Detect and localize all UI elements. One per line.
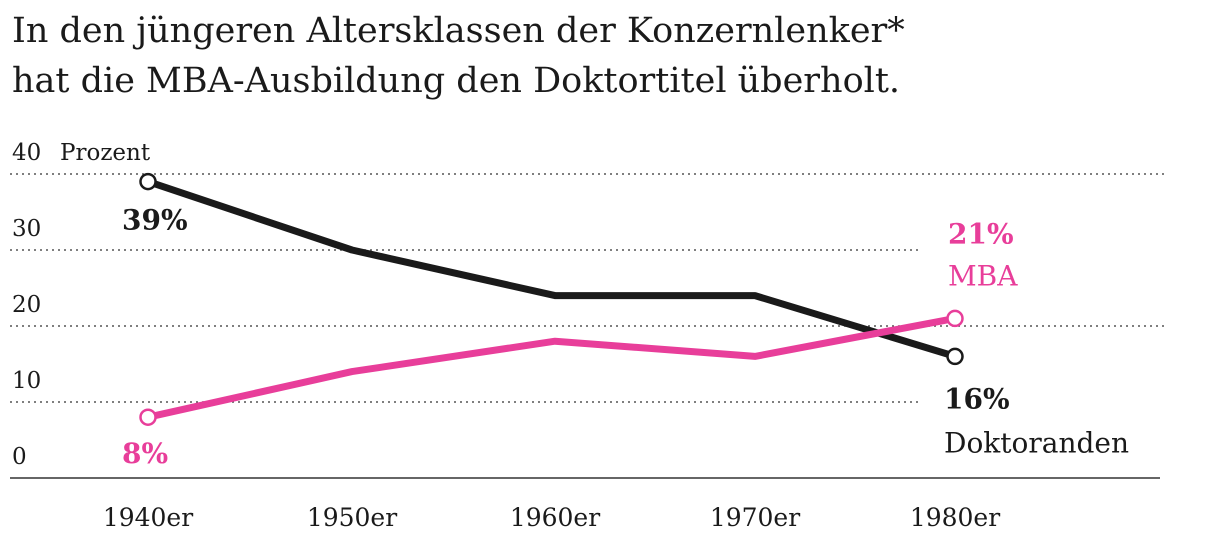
x-tick-label: 1980er xyxy=(910,503,1000,532)
x-tick-label: 1970er xyxy=(710,503,800,532)
y-tick-label: 20 xyxy=(12,292,41,318)
series-lines xyxy=(146,178,957,421)
y-axis-label: Prozent xyxy=(60,140,151,166)
chart-title-line-1: In den jüngeren Altersklassen der Konzer… xyxy=(12,11,905,51)
x-tick-label: 1950er xyxy=(307,503,397,532)
data-point-doktoranden xyxy=(946,347,964,366)
chart-title: In den jüngeren Altersklassen der Konzer… xyxy=(12,6,905,106)
y-tick-label: 0 xyxy=(12,444,27,470)
chart-title-line-2: hat die MBA-Ausbildung den Doktortitel ü… xyxy=(12,61,901,101)
y-tick-label: 40 xyxy=(12,140,41,166)
doktoranden-end-label: 16% xyxy=(944,382,1010,415)
mba-series-name: MBA xyxy=(948,259,1018,292)
data-labels: 39% 16% Doktoranden 8% 21% MBA xyxy=(122,204,1129,471)
y-axis-ticks: 40 30 20 10 0 xyxy=(12,140,41,470)
doktoranden-series-name: Doktoranden xyxy=(944,426,1129,459)
data-point-mba xyxy=(946,309,964,328)
doktoranden-start-label: 39% xyxy=(122,204,188,237)
x-tick-label: 1960er xyxy=(510,503,600,532)
series-line-mba xyxy=(147,314,956,421)
data-point-doktoranden xyxy=(139,172,157,191)
series-line-doktoranden xyxy=(146,178,957,360)
x-tick-label: 1940er xyxy=(103,503,193,532)
y-tick-label: 10 xyxy=(12,368,41,394)
mba-end-label: 21% xyxy=(948,217,1014,250)
x-axis-ticks: 1940er 1950er 1960er 1970er 1980er xyxy=(103,503,1000,532)
y-tick-label: 30 xyxy=(12,216,41,242)
grid-lines xyxy=(10,173,1168,403)
mba-start-label: 8% xyxy=(122,437,168,470)
data-point-mba xyxy=(139,408,157,426)
series-points xyxy=(139,172,964,426)
